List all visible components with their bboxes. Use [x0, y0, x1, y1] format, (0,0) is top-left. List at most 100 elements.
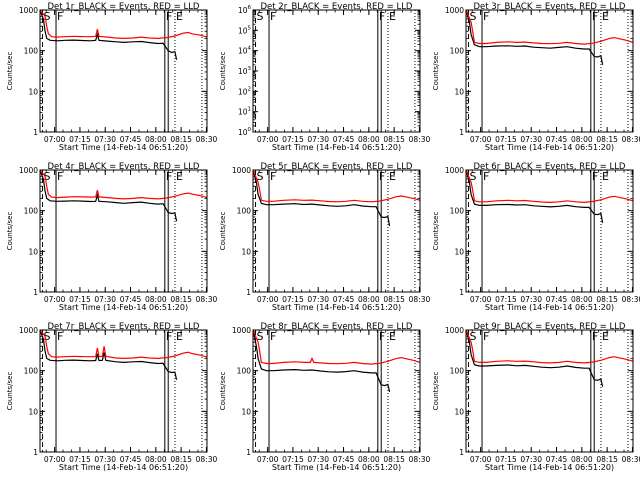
series-line-events	[40, 10, 178, 60]
marker-label: F	[166, 10, 172, 23]
y-tick-label: 104	[238, 46, 252, 56]
panel-title: Det 1r_BLACK = Events, RED = LLD	[48, 2, 200, 12]
marker-label: F	[592, 10, 598, 23]
marker-label: E	[176, 170, 183, 183]
x-tick-label: 08:15	[596, 455, 618, 464]
x-tick-label: 08:30	[622, 135, 640, 144]
marker-label: S	[44, 170, 51, 183]
x-tick-label: 07:00	[257, 455, 279, 464]
x-tick-label: 07:45	[333, 295, 355, 304]
y-tick-label: 103	[238, 66, 252, 76]
series-line-lld	[253, 170, 420, 203]
y-tick-label: 1000	[232, 326, 251, 335]
y-tick-label: 1	[246, 288, 251, 297]
x-tick-label: 07:30	[94, 295, 116, 304]
x-tick-label: 08:00	[358, 455, 380, 464]
y-tick-label: 10	[454, 407, 464, 416]
y-tick-label: 100	[24, 367, 39, 376]
x-tick-label: 07:00	[470, 295, 492, 304]
y-tick-label: 100	[450, 367, 465, 376]
plot-frame	[39, 9, 208, 133]
series-line-lld	[466, 170, 633, 204]
x-tick-label: 08:15	[596, 295, 618, 304]
x-axis-label: Start Time (14-Feb-14 06:51:20)	[485, 303, 614, 312]
marker-label: F	[483, 330, 489, 343]
marker-label: S	[44, 330, 51, 343]
marker-label: F	[270, 170, 276, 183]
series-line-events	[40, 330, 178, 380]
x-tick-label: 08:00	[358, 295, 380, 304]
y-tick-label: 1000	[445, 326, 464, 335]
marker-label: S	[257, 330, 264, 343]
x-tick-label: 07:00	[257, 295, 279, 304]
x-tick-label: 08:30	[622, 295, 640, 304]
y-axis-label: Counts/sec	[6, 372, 14, 411]
marker-label: S	[257, 10, 264, 23]
y-tick-label: 1	[459, 128, 464, 137]
marker-label: F	[483, 170, 489, 183]
marker-label: F	[483, 10, 489, 23]
x-tick-label: 07:45	[120, 295, 142, 304]
series-line-lld	[40, 170, 207, 200]
panel-title: Det 3r_BLACK = Events, RED = LLD	[474, 2, 626, 12]
x-tick-label: 08:00	[358, 135, 380, 144]
detector-panel-2: Det 2r_BLACK = Events, RED = LLD Counts/s…	[219, 2, 430, 152]
x-tick-label: 07:00	[257, 135, 279, 144]
marker-label: F	[166, 330, 172, 343]
x-tick-label: 08:30	[622, 455, 640, 464]
y-tick-label: 1000	[445, 6, 464, 15]
x-tick-label: 07:30	[94, 455, 116, 464]
marker-label: F	[592, 170, 598, 183]
y-tick-label: 101	[238, 107, 251, 117]
marker-label: F	[166, 170, 172, 183]
x-tick-label: 07:15	[69, 295, 91, 304]
x-tick-label: 07:45	[546, 455, 568, 464]
detector-panel-8: Det 8r_BLACK = Events, RED = LLD Counts/s…	[219, 322, 430, 472]
y-tick-label: 1000	[19, 6, 38, 15]
x-tick-label: 07:45	[333, 455, 355, 464]
series-line-lld	[40, 10, 207, 40]
x-tick-label: 07:15	[495, 295, 517, 304]
plot-frame	[39, 329, 208, 453]
x-tick-label: 07:30	[307, 295, 329, 304]
marker-label: S	[257, 170, 264, 183]
x-axis-label: Start Time (14-Feb-14 06:51:20)	[272, 143, 401, 152]
y-axis-label: Counts/sec	[432, 212, 440, 251]
series-line-events	[253, 170, 391, 227]
y-tick-label: 1000	[445, 166, 464, 175]
series-line-lld	[466, 330, 633, 364]
x-tick-label: 08:15	[383, 455, 405, 464]
y-tick-label: 10	[28, 407, 38, 416]
x-tick-label: 08:15	[170, 295, 192, 304]
detector-panel-6: Det 6r_BLACK = Events, RED = LLD Counts/s…	[432, 162, 640, 312]
y-tick-label: 106	[238, 5, 252, 15]
marker-label: F	[57, 170, 63, 183]
marker-label: S	[470, 10, 477, 23]
plot-frame	[465, 169, 634, 293]
marker-label: E	[176, 330, 183, 343]
marker-label: S	[470, 170, 477, 183]
y-tick-label: 10	[241, 247, 251, 256]
panel-title: Det 5r_BLACK = Events, RED = LLD	[261, 162, 413, 172]
detector-panel-1: Det 1r_BLACK = Events, RED = LLD Counts/s…	[6, 2, 217, 152]
y-tick-label: 1	[33, 128, 38, 137]
x-tick-label: 08:00	[145, 135, 167, 144]
y-tick-label: 1000	[232, 166, 251, 175]
marker-label: F	[379, 330, 385, 343]
y-tick-label: 1000	[19, 166, 38, 175]
x-tick-label: 07:15	[282, 295, 304, 304]
y-tick-label: 100	[237, 367, 252, 376]
y-tick-label: 10	[28, 247, 38, 256]
x-axis-label: Start Time (14-Feb-14 06:51:20)	[59, 463, 188, 472]
marker-label: F	[379, 10, 385, 23]
y-tick-label: 100	[450, 47, 465, 56]
x-tick-label: 07:00	[470, 455, 492, 464]
y-tick-label: 105	[238, 25, 252, 35]
y-tick-label: 1	[459, 448, 464, 457]
plot-frame	[252, 329, 421, 453]
panel-title: Det 6r_BLACK = Events, RED = LLD	[474, 162, 626, 172]
x-tick-label: 08:00	[571, 295, 593, 304]
marker-label: E	[602, 330, 609, 343]
x-tick-label: 07:45	[546, 295, 568, 304]
